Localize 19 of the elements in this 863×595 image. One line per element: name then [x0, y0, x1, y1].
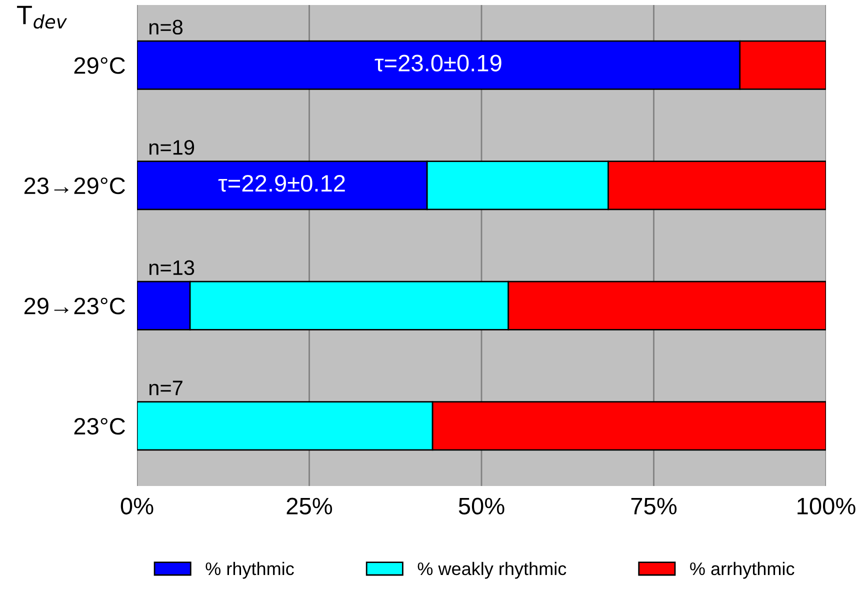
- y-tick-label: 23→29°C: [24, 177, 125, 194]
- x-tick-label: 0%: [120, 498, 154, 514]
- annotation: τ=23.0±0.19: [374, 54, 502, 72]
- legend-label: % arrhythmic: [690, 562, 794, 579]
- y-tick-label: 23°C: [74, 418, 125, 435]
- x-tick-label: 25%: [286, 498, 332, 514]
- x-tick-label: 75%: [631, 498, 677, 514]
- y-axis-title: T$_{dev}$: [17, 6, 68, 29]
- annotation: n=8: [149, 20, 183, 35]
- legend-label: % weakly rhythmic: [418, 562, 566, 579]
- annotation: τ=22.9±0.12: [218, 174, 345, 192]
- y-tick-label: 29°C: [74, 57, 125, 74]
- x-tick-label: 100%: [798, 498, 856, 514]
- annotation: n=13: [149, 260, 194, 276]
- y-tick-label: 29→23°C: [24, 298, 125, 314]
- annotation: n=7: [149, 380, 182, 396]
- legend-label: % rhythmic: [206, 562, 294, 579]
- annotation: n=19: [149, 140, 194, 155]
- x-tick-label: 50%: [458, 498, 504, 514]
